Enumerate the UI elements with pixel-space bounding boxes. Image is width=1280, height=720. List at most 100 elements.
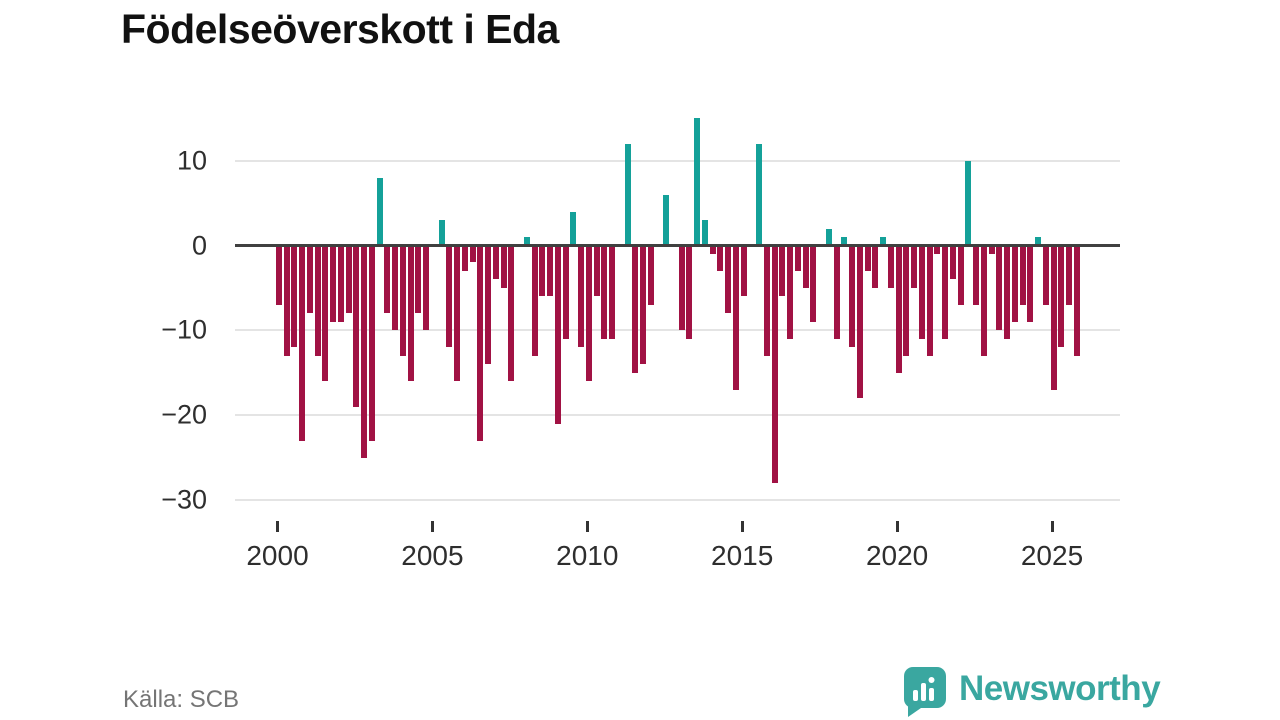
bar-2014-q2 xyxy=(717,245,724,271)
y-axis-tick-label: 10 xyxy=(176,145,207,176)
bar-2018-q2 xyxy=(841,237,848,246)
bar-2011-q4 xyxy=(640,245,646,365)
bar-2009-q4 xyxy=(578,245,585,348)
bar-2003-q4 xyxy=(392,245,399,331)
bar-2020-q1 xyxy=(895,245,902,373)
bar-2014-q3 xyxy=(725,245,732,314)
y-axis-tick-label: −10 xyxy=(161,314,207,345)
bar-2004-q4 xyxy=(423,245,430,331)
bar-2007-q3 xyxy=(508,245,515,382)
bar-2002-q2 xyxy=(345,245,352,314)
bar-2001-q2 xyxy=(314,245,321,356)
y-axis-tick-label: −20 xyxy=(161,399,207,430)
bar-2008-q4 xyxy=(547,245,554,297)
bar-2009-q1 xyxy=(554,245,561,424)
x-axis-tick-2020 xyxy=(895,521,899,532)
bar-2021-q2 xyxy=(934,245,941,254)
bar-2022-q2 xyxy=(965,160,972,246)
bar-chart-speech-bubble-icon xyxy=(904,667,946,717)
gridline-y--30 xyxy=(235,499,1120,502)
bar-2018-q1 xyxy=(833,245,840,339)
bar-2004-q2 xyxy=(407,245,414,382)
bar-2015-q3 xyxy=(756,143,763,246)
bar-2015-q4 xyxy=(763,245,770,356)
x-axis-tick-2015 xyxy=(740,521,744,532)
x-axis-tick-2000 xyxy=(276,521,279,532)
bar-2018-q4 xyxy=(856,245,863,399)
bar-2014-q4 xyxy=(732,245,739,390)
bar-2023-q1 xyxy=(988,245,995,254)
bar-2010-q3 xyxy=(601,245,608,339)
bar-2017-q4 xyxy=(825,228,832,246)
x-axis-tick-label-2000: 2000 xyxy=(246,540,309,571)
x-axis-tick-label-2015: 2015 xyxy=(711,540,774,571)
y-axis-tick-label: 0 xyxy=(191,230,207,260)
bar-2002-q3 xyxy=(353,245,360,407)
x-axis-tick-label-2005: 2005 xyxy=(401,540,464,571)
bar-2024-q3 xyxy=(1035,237,1041,246)
gridline-y--20 xyxy=(235,414,1120,417)
gridline-y-10 xyxy=(235,159,1120,162)
bar-2019-q2 xyxy=(872,245,879,288)
bar-2021-q1 xyxy=(926,245,933,356)
bar-2012-q3 xyxy=(663,194,670,246)
x-axis-tick-2010 xyxy=(585,521,589,532)
bar-2000-q1 xyxy=(276,245,282,305)
bar-2008-q1 xyxy=(523,237,530,246)
y-axis-tick-label: −30 xyxy=(161,484,207,515)
bar-2008-q3 xyxy=(539,245,546,297)
bar-2024-q4 xyxy=(1042,245,1049,305)
bar-2023-q4 xyxy=(1011,245,1018,322)
bar-2019-q4 xyxy=(887,245,894,288)
bar-2020-q3 xyxy=(911,245,918,288)
bar-2013-q4 xyxy=(701,220,708,246)
bar-2022-q3 xyxy=(973,245,980,305)
x-axis-tick-2005 xyxy=(430,521,434,532)
bar-2013-q1 xyxy=(678,245,685,331)
bar-2010-q1 xyxy=(585,245,592,382)
bar-2001-q3 xyxy=(322,245,329,382)
bar-2009-q2 xyxy=(562,245,569,339)
bar-2001-q1 xyxy=(306,245,313,314)
bar-2009-q3 xyxy=(570,211,577,246)
bar-2011-q3 xyxy=(632,245,639,373)
x-axis-tick-label-2020: 2020 xyxy=(865,540,929,571)
bar-2017-q1 xyxy=(802,245,809,288)
bar-2022-q1 xyxy=(957,245,964,305)
bar-2005-q4 xyxy=(454,245,461,382)
bar-2006-q4 xyxy=(485,245,492,365)
bar-2016-q4 xyxy=(794,245,801,271)
bar-2007-q2 xyxy=(500,245,507,288)
bar-2012-q1 xyxy=(647,245,654,305)
bar-2002-q1 xyxy=(337,245,344,322)
x-axis-zero-line xyxy=(235,244,1120,247)
bar-2000-q3 xyxy=(291,245,298,348)
bar-2016-q2 xyxy=(779,245,786,297)
bar-2020-q4 xyxy=(918,245,925,339)
bar-2000-q2 xyxy=(283,245,290,356)
bar-2003-q1 xyxy=(368,245,375,441)
x-axis-tick-label-2025: 2025 xyxy=(1020,540,1084,571)
bar-2017-q2 xyxy=(810,245,817,322)
bar-2004-q1 xyxy=(399,245,406,356)
bar-2003-q3 xyxy=(384,245,391,314)
bar-2019-q3 xyxy=(880,237,887,246)
bar-2018-q3 xyxy=(849,245,856,348)
bar-2024-q1 xyxy=(1019,245,1026,305)
bar-2010-q4 xyxy=(609,245,616,339)
bar-2014-q1 xyxy=(709,245,716,254)
bar-2019-q1 xyxy=(864,245,871,271)
bar-2016-q1 xyxy=(771,245,778,484)
newsworthy-wordmark: Newsworthy xyxy=(959,669,1161,708)
bar-2016-q3 xyxy=(787,245,794,339)
x-axis-tick-2025 xyxy=(1050,521,1054,532)
bar-2011-q2 xyxy=(624,143,631,246)
bar-2025-q2 xyxy=(1058,245,1065,348)
bar-2023-q2 xyxy=(996,245,1003,331)
bar-2020-q2 xyxy=(903,245,910,356)
x-axis-tick-label-2010: 2010 xyxy=(556,540,619,571)
newsworthy-logo: Newsworthy xyxy=(903,666,1161,718)
bar-2003-q2 xyxy=(376,177,383,246)
